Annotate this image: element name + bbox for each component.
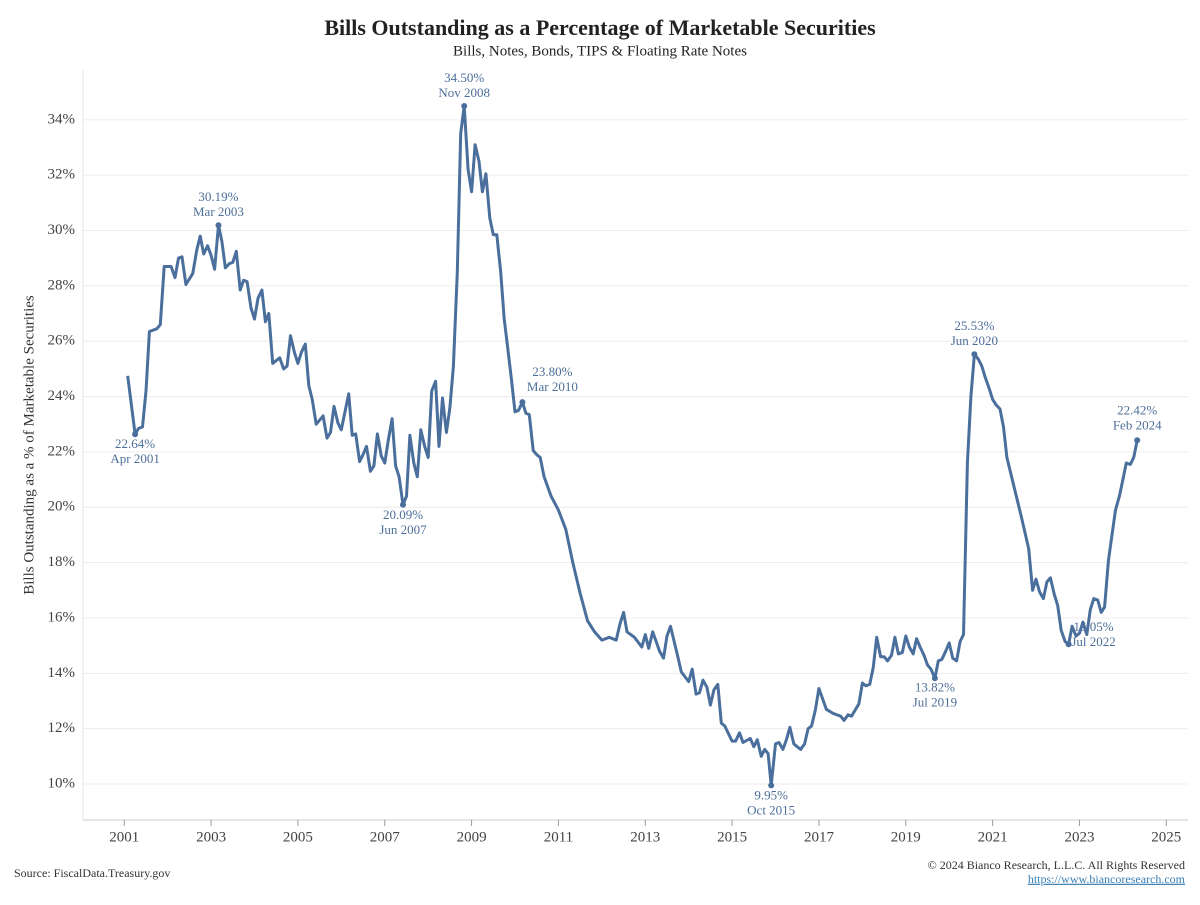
annotation-date: Jun 2007: [379, 522, 427, 537]
x-tick-label: 2013: [630, 829, 660, 845]
y-tick-label: 24%: [48, 388, 76, 404]
y-tick-label: 34%: [48, 111, 76, 127]
x-tick-label: 2025: [1151, 829, 1181, 845]
x-tick-label: 2009: [457, 829, 487, 845]
y-tick-label: 28%: [48, 277, 76, 293]
annotation-point: [1134, 437, 1141, 444]
x-tick-label: 2017: [804, 829, 835, 845]
annotation-value: 25.53%: [954, 318, 994, 333]
x-tick-label: 2023: [1064, 829, 1094, 845]
annotation-value: 13.82%: [915, 679, 955, 694]
x-tick-label: 2007: [370, 829, 401, 845]
annotation-date: Jun 2020: [951, 333, 998, 348]
annotation-point: [931, 675, 938, 682]
annotation-value: 20.09%: [383, 507, 423, 522]
annotation-date: Feb 2024: [1113, 417, 1162, 432]
annotation-value: 23.80%: [532, 364, 572, 379]
website-link[interactable]: https://www.biancoresearch.com: [1028, 872, 1186, 886]
annotation-value: 15.05%: [1074, 619, 1114, 634]
annotation-date: Mar 2003: [193, 204, 244, 219]
annotation-point: [399, 501, 406, 508]
y-tick-label: 12%: [48, 720, 76, 736]
chart-title: Bills Outstanding as a Percentage of Mar…: [324, 15, 876, 40]
annotation-date: Apr 2001: [110, 451, 159, 466]
annotation-value: 34.50%: [444, 70, 484, 85]
annotation-point: [132, 431, 139, 438]
data-line: [126, 104, 1139, 787]
annotation-value: 22.42%: [1117, 402, 1157, 417]
annotation-point: [768, 782, 775, 789]
annotation-point: [1065, 641, 1072, 648]
annotation-date: Oct 2015: [747, 802, 795, 817]
annotation-point: [971, 351, 978, 358]
chart-subtitle: Bills, Notes, Bonds, TIPS & Floating Rat…: [453, 43, 747, 59]
y-tick-label: 22%: [48, 443, 76, 459]
y-tick-label: 26%: [48, 333, 76, 349]
y-tick-label: 30%: [48, 222, 76, 238]
x-tick-label: 2001: [109, 829, 139, 845]
x-tick-label: 2015: [717, 829, 747, 845]
x-tick-label: 2003: [196, 829, 226, 845]
annotation-point: [215, 222, 222, 229]
copyright: © 2024 Bianco Research, L.L.C. All Right…: [928, 858, 1185, 872]
y-tick-label: 16%: [48, 609, 76, 625]
annotation-date: Nov 2008: [438, 85, 490, 100]
annotation-point: [461, 102, 468, 109]
annotation-value: 22.64%: [115, 436, 155, 451]
y-tick-label: 18%: [48, 554, 76, 570]
source: Source: FiscalData.Treasury.gov: [14, 866, 170, 880]
y-axis-label: Bills Outstanding as a % of Marketable S…: [21, 295, 37, 595]
annotation-date: Mar 2010: [527, 379, 578, 394]
annotation-date: Jul 2022: [1071, 634, 1115, 649]
x-tick-label: 2005: [283, 829, 313, 845]
y-tick-label: 14%: [48, 665, 76, 681]
annotation-value: 9.95%: [754, 787, 788, 802]
annotation-value: 30.19%: [198, 189, 238, 204]
annotation-point: [519, 399, 526, 406]
y-tick-label: 32%: [48, 167, 76, 183]
x-tick-label: 2011: [544, 829, 573, 845]
y-tick-label: 10%: [48, 775, 76, 791]
x-tick-label: 2021: [978, 829, 1008, 845]
y-tick-label: 20%: [48, 499, 76, 515]
x-tick-label: 2019: [891, 829, 921, 845]
annotation-date: Jul 2019: [913, 694, 957, 709]
